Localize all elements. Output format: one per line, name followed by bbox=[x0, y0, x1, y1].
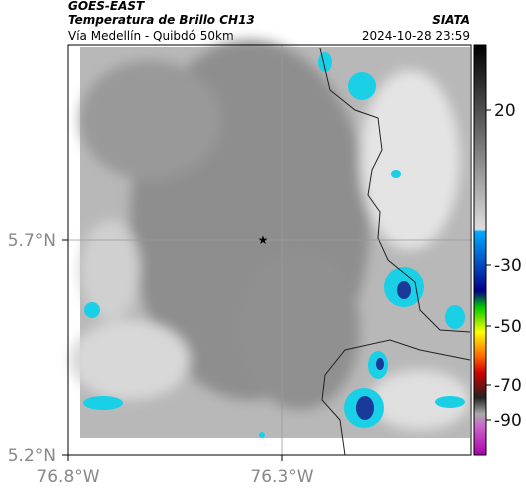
lat-tick: 5.7°N bbox=[8, 231, 56, 251]
map: ★ bbox=[62, 40, 472, 461]
lat-tick: 5.2°N bbox=[8, 446, 56, 466]
colorbar-tick: -50 bbox=[494, 317, 522, 337]
colorbar bbox=[473, 44, 491, 456]
colorbar-tick: -90 bbox=[494, 411, 522, 431]
satellite: GOES-EAST bbox=[68, 0, 145, 13]
city-marker: ★ bbox=[258, 233, 269, 247]
colorbar-tick: 20 bbox=[494, 101, 516, 121]
colorbar-tick: -30 bbox=[494, 256, 522, 276]
source: SIATA bbox=[432, 13, 470, 27]
lon-tick: 76.8°W bbox=[36, 467, 99, 487]
colorbar-tick: -70 bbox=[494, 376, 522, 396]
subtitle: Vía Medellín - Quibdó 50km bbox=[68, 29, 234, 43]
lon-tick: 76.3°W bbox=[250, 467, 313, 487]
datetime: 2024-10-28 23:59 bbox=[362, 29, 470, 43]
title: Temperatura de Brillo CH13 bbox=[68, 13, 255, 27]
